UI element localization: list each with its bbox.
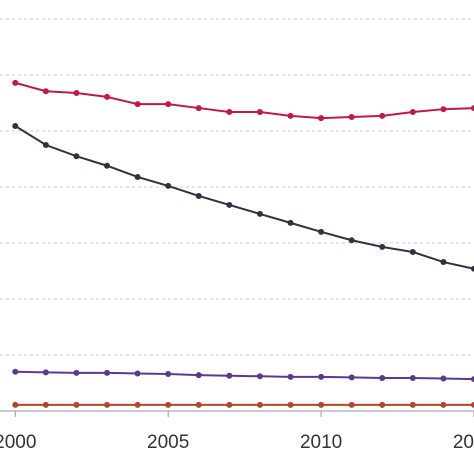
data-point [379,243,386,250]
data-point [256,108,263,115]
data-point [440,106,447,113]
data-point [256,210,263,217]
data-point [440,401,447,408]
data-point [134,370,141,377]
data-point [42,88,49,95]
data-point [287,373,294,380]
data-point [42,369,49,376]
data-point [348,114,355,121]
data-point [318,373,325,380]
data-point [440,375,447,382]
data-point [165,182,172,189]
data-point [12,368,19,375]
x-tick-label: 2010 [300,432,342,453]
data-point [409,374,416,381]
data-point [256,401,263,408]
series-line [14,125,474,270]
data-point [409,401,416,408]
x-tick-label: 2005 [147,432,189,453]
data-point [226,108,233,115]
data-point [12,122,19,129]
data-point [12,79,19,86]
data-point [134,173,141,180]
data-point [471,265,474,272]
data-point [134,101,141,108]
data-point [348,374,355,381]
data-point [348,237,355,244]
data-point [471,401,474,408]
data-point [287,401,294,408]
data-point [440,259,447,266]
data-point [73,89,80,96]
data-point [256,373,263,380]
data-point [287,112,294,119]
series-line [15,370,474,381]
data-point [226,401,233,408]
data-point [104,401,111,408]
data-point [318,115,325,122]
data-point [318,401,325,408]
x-tick-label: 2000 [0,432,36,453]
data-point [42,401,49,408]
data-point [409,248,416,255]
data-point [195,401,202,408]
data-point [226,372,233,379]
data-point [226,201,233,208]
data-point [195,372,202,379]
data-point [104,369,111,376]
data-point [348,401,355,408]
series-line [15,81,474,120]
x-tick-label: 2015 [453,432,474,453]
data-point [318,228,325,235]
data-point [471,105,474,112]
data-point [409,108,416,115]
data-point [73,369,80,376]
data-point [379,374,386,381]
data-point [104,93,111,100]
data-point [134,401,141,408]
data-point [165,101,172,108]
data-point [287,219,294,226]
data-point [12,401,19,408]
data-point [195,192,202,199]
data-point [165,371,172,378]
data-point [104,162,111,169]
data-point [471,376,474,383]
data-point [165,401,172,408]
data-point [73,153,80,160]
data-point [73,401,80,408]
data-point [42,142,49,149]
data-point [379,401,386,408]
data-point [195,105,202,112]
data-point [379,112,386,119]
